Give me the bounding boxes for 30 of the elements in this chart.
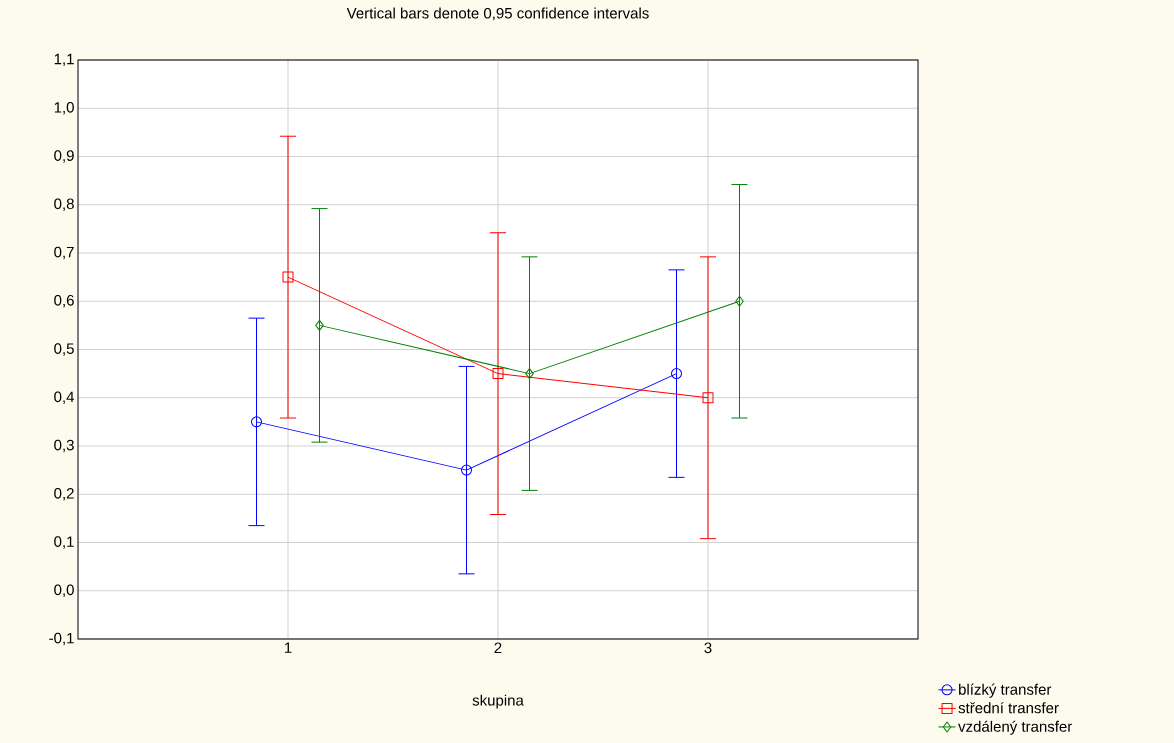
point xyxy=(461,464,473,476)
point xyxy=(492,368,504,380)
x-tick-label: 1 xyxy=(284,642,292,653)
y-tick-label: 0,2 xyxy=(54,488,74,501)
point xyxy=(525,368,534,380)
legend-label: blízký transfer xyxy=(959,683,1052,698)
y-tick-label: -0,1 xyxy=(49,632,74,646)
y-tick-label: 1,1 xyxy=(54,53,74,67)
y-tick-label: 0,3 xyxy=(54,439,74,453)
y-tick-label: 0,7 xyxy=(54,246,74,260)
x-tick-label: 3 xyxy=(704,642,712,654)
y-tick-label: 1,0 xyxy=(54,102,74,115)
y-tick-label: 0,4 xyxy=(54,391,75,404)
x-tick-label: 2 xyxy=(494,642,502,653)
point xyxy=(251,416,263,428)
point xyxy=(735,295,744,307)
y-tick-label: 0,0 xyxy=(54,584,74,597)
legend-label: střední transfer xyxy=(958,702,1059,714)
point xyxy=(315,319,324,331)
point xyxy=(702,392,714,404)
y-tick-label: 0,1 xyxy=(54,536,74,549)
y-tick-label: 0,8 xyxy=(54,198,74,211)
point xyxy=(671,368,683,380)
y-tick-label: 0,6 xyxy=(54,295,74,308)
point xyxy=(282,271,294,283)
chart-title: Vertical bars denote 0,95 confidence intervals xyxy=(346,7,649,21)
y-tick-label: 0,9 xyxy=(54,150,74,163)
legend-label: vzdálený transfer xyxy=(958,720,1073,735)
x-axis-title: skupina xyxy=(472,694,524,709)
y-tick-label: 0,5 xyxy=(54,343,74,356)
